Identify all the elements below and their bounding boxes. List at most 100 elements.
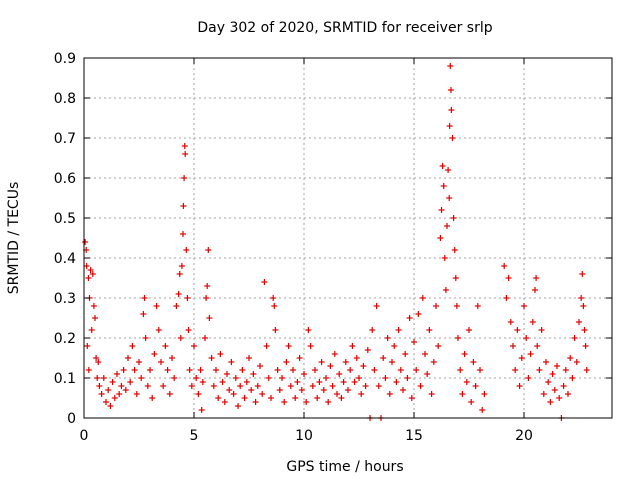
data-point [428,391,435,397]
data-point [111,395,118,401]
data-point [230,391,237,397]
data-point [166,391,173,397]
data-point [400,387,406,393]
data-point [351,379,358,385]
data-point [272,327,279,333]
data-point [501,263,508,269]
data-point [507,319,514,325]
data-point [95,359,102,365]
x-tick-label: 5 [190,428,199,444]
data-point [503,295,510,301]
data-point [560,383,567,389]
data-point [514,327,521,333]
data-point [142,335,149,341]
data-point [316,379,323,385]
data-point [556,395,563,401]
data-point [151,351,158,357]
data-point [298,387,305,393]
data-point [263,343,270,349]
x-tick-label: 0 [80,428,89,444]
data-point [173,303,180,309]
data-point [533,275,540,281]
data-point [449,135,456,141]
data-point [248,387,255,393]
data-point [312,367,318,373]
data-point [347,367,354,373]
data-point [224,371,230,377]
data-point [334,391,340,397]
data-point [466,327,472,333]
data-point [336,371,343,377]
data-point [89,271,96,277]
data-point [177,335,184,341]
y-axis-label: SRMTID / TECUs [6,182,22,295]
data-point [303,399,310,405]
data-point [114,371,120,377]
data-point [433,303,439,309]
data-point [479,407,486,413]
data-point [395,327,402,333]
data-point [477,367,483,373]
y-tick-label: 0 [67,411,76,427]
data-point [195,391,202,397]
data-point [301,371,307,377]
data-point [415,311,422,317]
data-point [279,375,285,381]
data-point [461,351,468,357]
data-point [386,391,393,397]
data-point [84,343,91,349]
data-point [452,275,459,281]
x-tick-label: 10 [295,428,313,444]
data-point [93,355,100,361]
data-point [250,371,257,377]
data-point [197,367,204,373]
data-point [565,391,571,397]
data-point [215,395,222,401]
data-point [510,343,516,349]
data-point [441,255,448,261]
data-point [309,383,316,389]
data-point [171,375,178,381]
data-point [147,367,153,373]
data-point [371,367,378,373]
data-point [314,395,321,401]
data-point [406,315,413,321]
data-point [325,399,332,405]
data-point [183,247,190,253]
data-point [538,327,545,333]
data-point [356,375,362,381]
data-point [259,391,266,397]
data-point [268,395,274,401]
y-tick-label: 0.7 [54,131,76,147]
data-point [453,303,460,309]
data-point [285,343,292,349]
data-point [446,195,453,201]
data-point [468,399,475,405]
data-point [582,343,589,349]
data-point [318,359,325,365]
data-point [583,367,590,373]
data-point [138,375,145,381]
y-tick-label: 0.3 [54,291,76,307]
data-point [205,247,212,253]
data-point [226,387,233,393]
data-point [292,395,299,401]
data-point [408,395,415,401]
data-point [455,335,461,341]
data-point [82,239,89,245]
data-point [338,395,345,401]
data-point [549,371,556,377]
data-point [364,347,371,353]
data-point [203,295,210,301]
data-point [176,271,183,277]
data-point [141,295,148,301]
plot-area-frame [83,57,613,419]
data-point [521,303,527,309]
data-point [545,379,552,385]
data-point [532,287,538,293]
data-point [184,295,191,301]
data-point [254,383,261,389]
data-point [573,359,580,365]
data-point [470,359,477,365]
data-point [393,379,400,385]
